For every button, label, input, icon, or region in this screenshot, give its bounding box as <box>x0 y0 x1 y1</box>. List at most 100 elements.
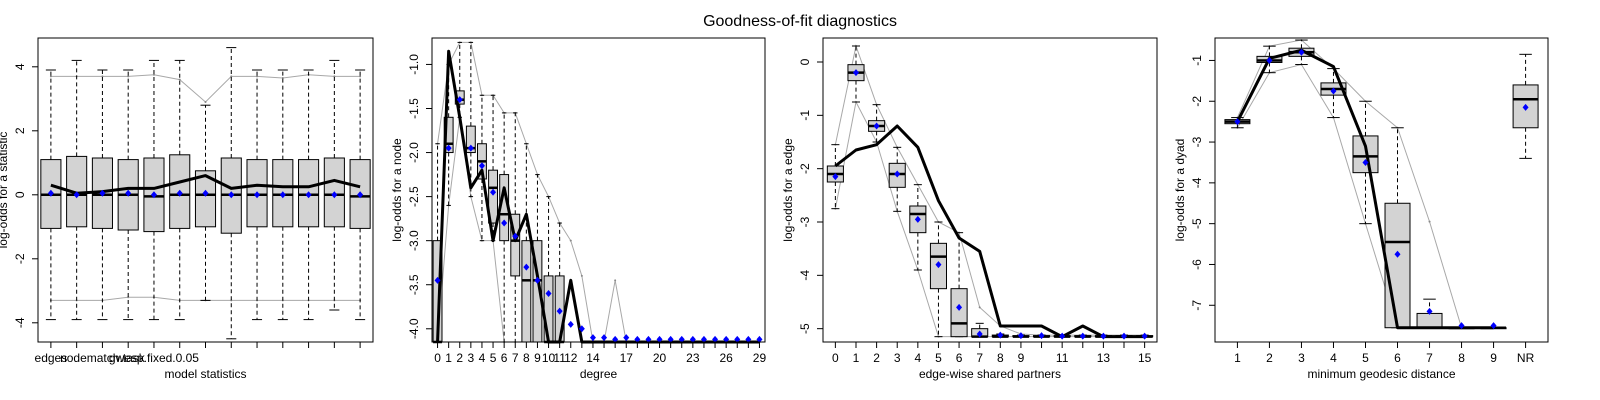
y-tick-label: -3 <box>1190 136 1204 147</box>
x-tick-label: 2 <box>456 351 463 365</box>
x-tick-label: 0 <box>832 351 839 365</box>
mean-marker <box>852 69 859 77</box>
upper-range-line <box>834 44 1145 336</box>
upper-range-line-point <box>580 274 583 277</box>
mean-marker <box>914 215 921 223</box>
x-tick-label: 4 <box>1330 351 1337 365</box>
upper-range-line-point <box>204 101 207 103</box>
box-5 <box>143 59 165 321</box>
box-rect <box>1352 135 1379 174</box>
x-tick-label: NR <box>1517 351 1535 365</box>
y-tick-label: -2 <box>13 253 27 264</box>
panel-1: -4 -2 0 2 4 edgesnodematch.taskgwesp.fixed.0.… <box>0 37 374 381</box>
x-tick-label: 7 <box>1426 351 1433 365</box>
mean-marker <box>523 263 530 271</box>
y-tick-label: -4 <box>1190 177 1204 188</box>
mean-marker <box>567 320 574 328</box>
lower-range-line <box>834 100 1145 338</box>
mean-marker <box>1121 332 1128 340</box>
x-tick-label: 5 <box>1362 351 1369 365</box>
upper-range-line-point <box>569 239 572 242</box>
box-6 <box>1384 127 1411 329</box>
x-tick-label: 1 <box>853 351 860 365</box>
x-tick-label: gwesp.fixed.0.05 <box>109 351 199 365</box>
y-tick-label: -7 <box>1190 300 1204 311</box>
y-tick-label: -5 <box>1190 218 1204 229</box>
x-tick-label: 1 <box>1234 351 1241 365</box>
mean-marker <box>1458 322 1465 330</box>
y-tick-label: -3 <box>798 216 812 227</box>
x-tick-label: 13 <box>1097 351 1111 365</box>
x-axis-label: edge-wise shared partners <box>919 367 1061 381</box>
x-tick-label: 29 <box>753 351 767 365</box>
x-tick-label: 23 <box>686 351 700 365</box>
mean-marker <box>305 191 312 199</box>
mean-marker <box>956 303 963 311</box>
y-tick-label: -1.0 <box>407 54 421 75</box>
box-12 <box>323 59 345 311</box>
mean-marker <box>99 189 106 197</box>
upper-range-line-point <box>978 306 981 309</box>
y-tick-label: -1 <box>1190 55 1204 66</box>
mean-marker <box>501 219 508 227</box>
mean-marker <box>1017 332 1024 340</box>
mean-marker <box>734 335 741 343</box>
box-6 <box>950 232 968 338</box>
mean-marker <box>1059 332 1066 340</box>
y-tick-label: -6 <box>1190 259 1204 270</box>
upper-range-line <box>1236 39 1494 329</box>
x-tick-label: 2 <box>873 351 880 365</box>
mean-marker <box>976 330 983 338</box>
mean-marker <box>445 144 452 152</box>
upper-range-line-point <box>359 75 362 78</box>
x-tick-label: edges <box>35 351 68 365</box>
x-tick-label: 8 <box>1458 351 1465 365</box>
y-axis-label: log-odds for a node <box>390 138 404 242</box>
mean-marker <box>556 307 563 315</box>
x-tick-label: 9 <box>1018 351 1025 365</box>
mean-marker <box>279 191 286 199</box>
y-tick-label: 0 <box>13 191 27 198</box>
mean-marker <box>478 162 485 170</box>
mean-marker <box>1394 250 1401 258</box>
mean-marker <box>656 335 663 343</box>
x-tick-label: 11 <box>553 351 566 365</box>
observed-line <box>834 124 1145 339</box>
y-tick-label: -4 <box>798 270 812 281</box>
y-tick-label: -2 <box>798 163 812 174</box>
x-tick-label: 11 <box>1056 351 1069 365</box>
mean-marker <box>1362 158 1369 166</box>
mean-marker <box>1522 103 1529 111</box>
x-axis-label: minimum geodesic distance <box>1307 367 1455 381</box>
x-tick-label: 6 <box>956 351 963 365</box>
x-tick-label: 9 <box>534 351 541 365</box>
mean-marker <box>700 335 707 343</box>
mean-marker <box>1426 307 1433 315</box>
mean-marker <box>1079 332 1086 340</box>
x-tick-label: 6 <box>1394 351 1401 365</box>
mean-marker <box>1490 322 1497 330</box>
plot-frame <box>431 37 766 343</box>
observed-line <box>1236 48 1494 330</box>
mean-marker <box>467 144 474 152</box>
upper-range-line-point <box>101 75 104 78</box>
box-rect <box>1416 312 1443 329</box>
y-tick-label: -1 <box>798 110 812 121</box>
y-axis-label: log-odds for a dyad <box>1173 139 1187 242</box>
x-tick-label: 4 <box>914 351 921 365</box>
mean-marker <box>756 335 763 343</box>
x-tick-label: 3 <box>1298 351 1305 365</box>
y-tick-label: -2 <box>1190 96 1204 107</box>
mean-marker <box>331 191 338 199</box>
x-tick-label: 1 <box>445 351 452 365</box>
figure-title: Goodness-of-fit diagnostics <box>703 13 897 30</box>
x-tick-label: 14 <box>586 351 600 365</box>
x-tick-label: 3 <box>894 351 901 365</box>
y-axis-label: log-odds for a statistic <box>0 132 10 249</box>
y-axis-label: log-odds for a edge <box>781 138 795 242</box>
mean-marker <box>47 189 54 197</box>
y-tick-label: -4 <box>13 317 27 328</box>
mean-marker <box>534 276 541 284</box>
mean-marker <box>589 334 596 342</box>
box-7 <box>194 104 217 301</box>
